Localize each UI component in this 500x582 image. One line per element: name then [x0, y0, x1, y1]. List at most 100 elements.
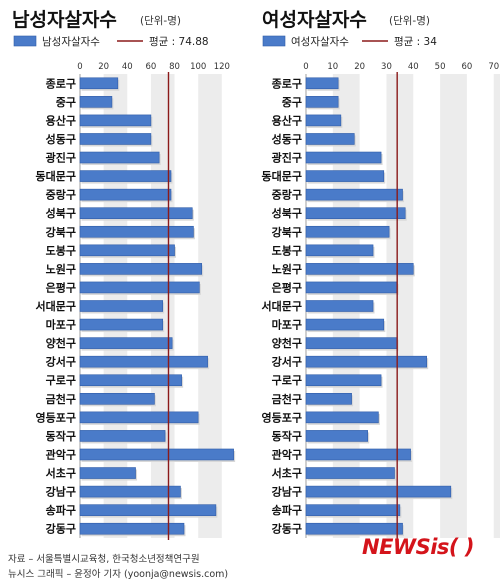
category-label: 동대문구	[262, 169, 302, 183]
category-label: 성북구	[46, 206, 76, 220]
unit-label: (단위-명)	[140, 14, 181, 27]
female-chart: 여성자살자수 (단위-명)여성자살자수 평균 : 340 10 20 30 40 50 60 70…	[262, 9, 500, 540]
tick-label: 20	[354, 62, 365, 72]
tick-label: 50	[435, 62, 446, 72]
category-label: 중랑구	[272, 189, 302, 202]
tick-label: 70	[488, 62, 499, 72]
tick-label: 0	[77, 62, 82, 72]
category-label: 서대문구	[36, 299, 76, 313]
category-label: 강남구	[272, 485, 302, 499]
category-label: 강동구	[46, 522, 76, 536]
tick-label: 60	[461, 62, 472, 72]
category-label: 중구	[56, 96, 76, 109]
category-label: 노원구	[272, 262, 302, 276]
category-label: 강남구	[46, 485, 76, 499]
bar	[305, 151, 382, 164]
category-label: 광진구	[272, 151, 302, 165]
bar	[79, 374, 182, 387]
tick-label: 60	[145, 62, 156, 72]
bar	[305, 225, 390, 238]
bar	[305, 188, 403, 201]
legend-label: 남성자살자수	[42, 36, 100, 48]
unit-label: (단위-명)	[389, 14, 430, 27]
category-label: 구로구	[46, 374, 76, 387]
bar	[305, 281, 398, 294]
category-label: 강북구	[272, 225, 302, 239]
bar	[79, 448, 234, 461]
category-label: 마포구	[46, 318, 76, 332]
category-label: 송파구	[272, 503, 302, 517]
source-note: 자료 – 서울특별시교육청, 한국청소년정책연구원	[8, 554, 200, 565]
bar	[79, 355, 208, 368]
bar	[79, 207, 193, 219]
bar	[305, 467, 395, 479]
newsis-logo: NEWSis( )	[362, 535, 474, 559]
category-label: 성북구	[272, 206, 302, 220]
bar	[79, 96, 113, 108]
bar	[79, 244, 175, 257]
grid-band	[440, 74, 467, 538]
bar	[305, 430, 368, 442]
tick-label: 0	[303, 62, 308, 72]
credit-note: 뉴시스 그래픽 – 윤정아 기자 (yoonja@newsis.com)	[8, 569, 229, 580]
bar	[305, 300, 374, 312]
category-label: 서초구	[46, 466, 76, 480]
bar	[79, 430, 166, 442]
legend-swatch	[262, 35, 286, 47]
legend-average-label: 평균 : 34	[394, 36, 437, 48]
category-label: 금천구	[46, 392, 76, 406]
category-label: 중랑구	[46, 189, 76, 202]
bar	[305, 207, 406, 219]
category-label: 영등포구	[36, 411, 76, 424]
tick-label: 10	[327, 62, 338, 72]
category-label: 동작구	[46, 429, 76, 443]
category-label: 마포구	[272, 318, 302, 332]
bar	[305, 133, 355, 145]
category-label: 영등포구	[262, 411, 302, 424]
legend-label: 여성자살자수	[291, 36, 349, 48]
tick-label: 120	[214, 62, 230, 72]
tick-label: 20	[98, 62, 109, 72]
bar	[79, 151, 160, 164]
bar	[79, 188, 172, 201]
category-label: 관악구	[46, 447, 76, 461]
bar	[79, 77, 119, 90]
bar	[79, 467, 136, 479]
bar	[305, 522, 403, 535]
bar	[305, 263, 414, 275]
bar	[305, 77, 339, 90]
chart-title: 여성자살자수	[262, 9, 367, 31]
category-label: 은평구	[46, 280, 76, 294]
category-label: 광진구	[46, 151, 76, 165]
bar	[79, 337, 173, 349]
category-label: 용산구	[272, 113, 302, 127]
category-label: 강서구	[46, 355, 76, 369]
bar	[79, 133, 152, 145]
tick-label: 80	[169, 62, 180, 72]
bar	[79, 300, 164, 312]
bar	[79, 504, 217, 516]
category-label: 강북구	[46, 225, 76, 239]
bar	[305, 374, 382, 387]
category-label: 성동구	[272, 132, 302, 146]
category-label: 도봉구	[272, 244, 302, 257]
category-label: 강서구	[272, 355, 302, 369]
bar	[305, 392, 352, 405]
tick-label: 30	[381, 62, 392, 72]
category-label: 종로구	[272, 77, 302, 90]
bar	[305, 170, 385, 182]
tick-label: 100	[190, 62, 206, 72]
bar	[79, 485, 181, 498]
bar	[79, 170, 172, 182]
grid-band	[198, 74, 222, 538]
category-label: 동대문구	[36, 169, 76, 183]
bar	[79, 263, 203, 275]
category-label: 종로구	[46, 77, 76, 90]
bar	[305, 355, 427, 368]
bar	[79, 392, 155, 405]
bar	[305, 485, 452, 498]
bar	[305, 114, 342, 127]
category-label: 강동구	[272, 522, 302, 536]
category-label: 도봉구	[46, 244, 76, 257]
